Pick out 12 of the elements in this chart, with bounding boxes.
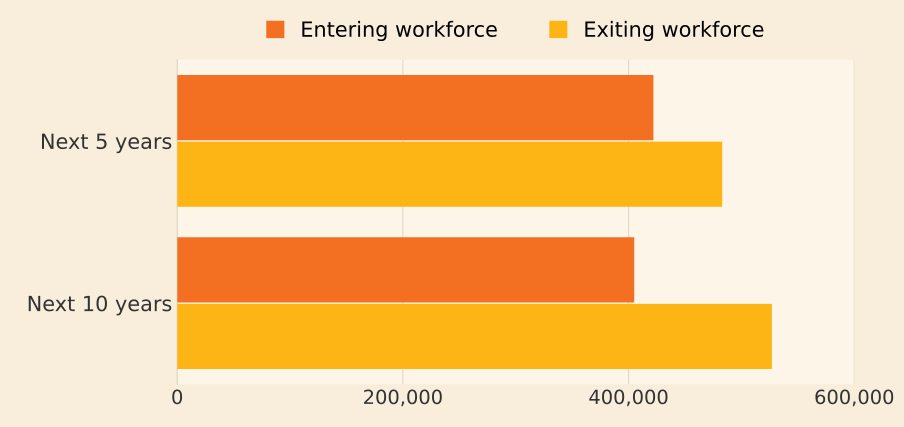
bar — [177, 237, 634, 303]
legend-label: Entering workforce — [302, 20, 497, 42]
legend-label: Exiting workforce — [585, 20, 764, 42]
y-tick-label: Next 10 years — [28, 296, 172, 316]
bar — [177, 75, 654, 140]
x-tick-label: 600,000 — [815, 390, 894, 406]
x-tick-label: 0 — [172, 390, 182, 404]
bar — [177, 142, 722, 207]
bar — [177, 304, 772, 370]
x-tick-label: 200,000 — [364, 390, 442, 406]
x-tick-label: 400,000 — [589, 390, 668, 406]
y-tick-label: Next 5 years — [42, 134, 172, 154]
